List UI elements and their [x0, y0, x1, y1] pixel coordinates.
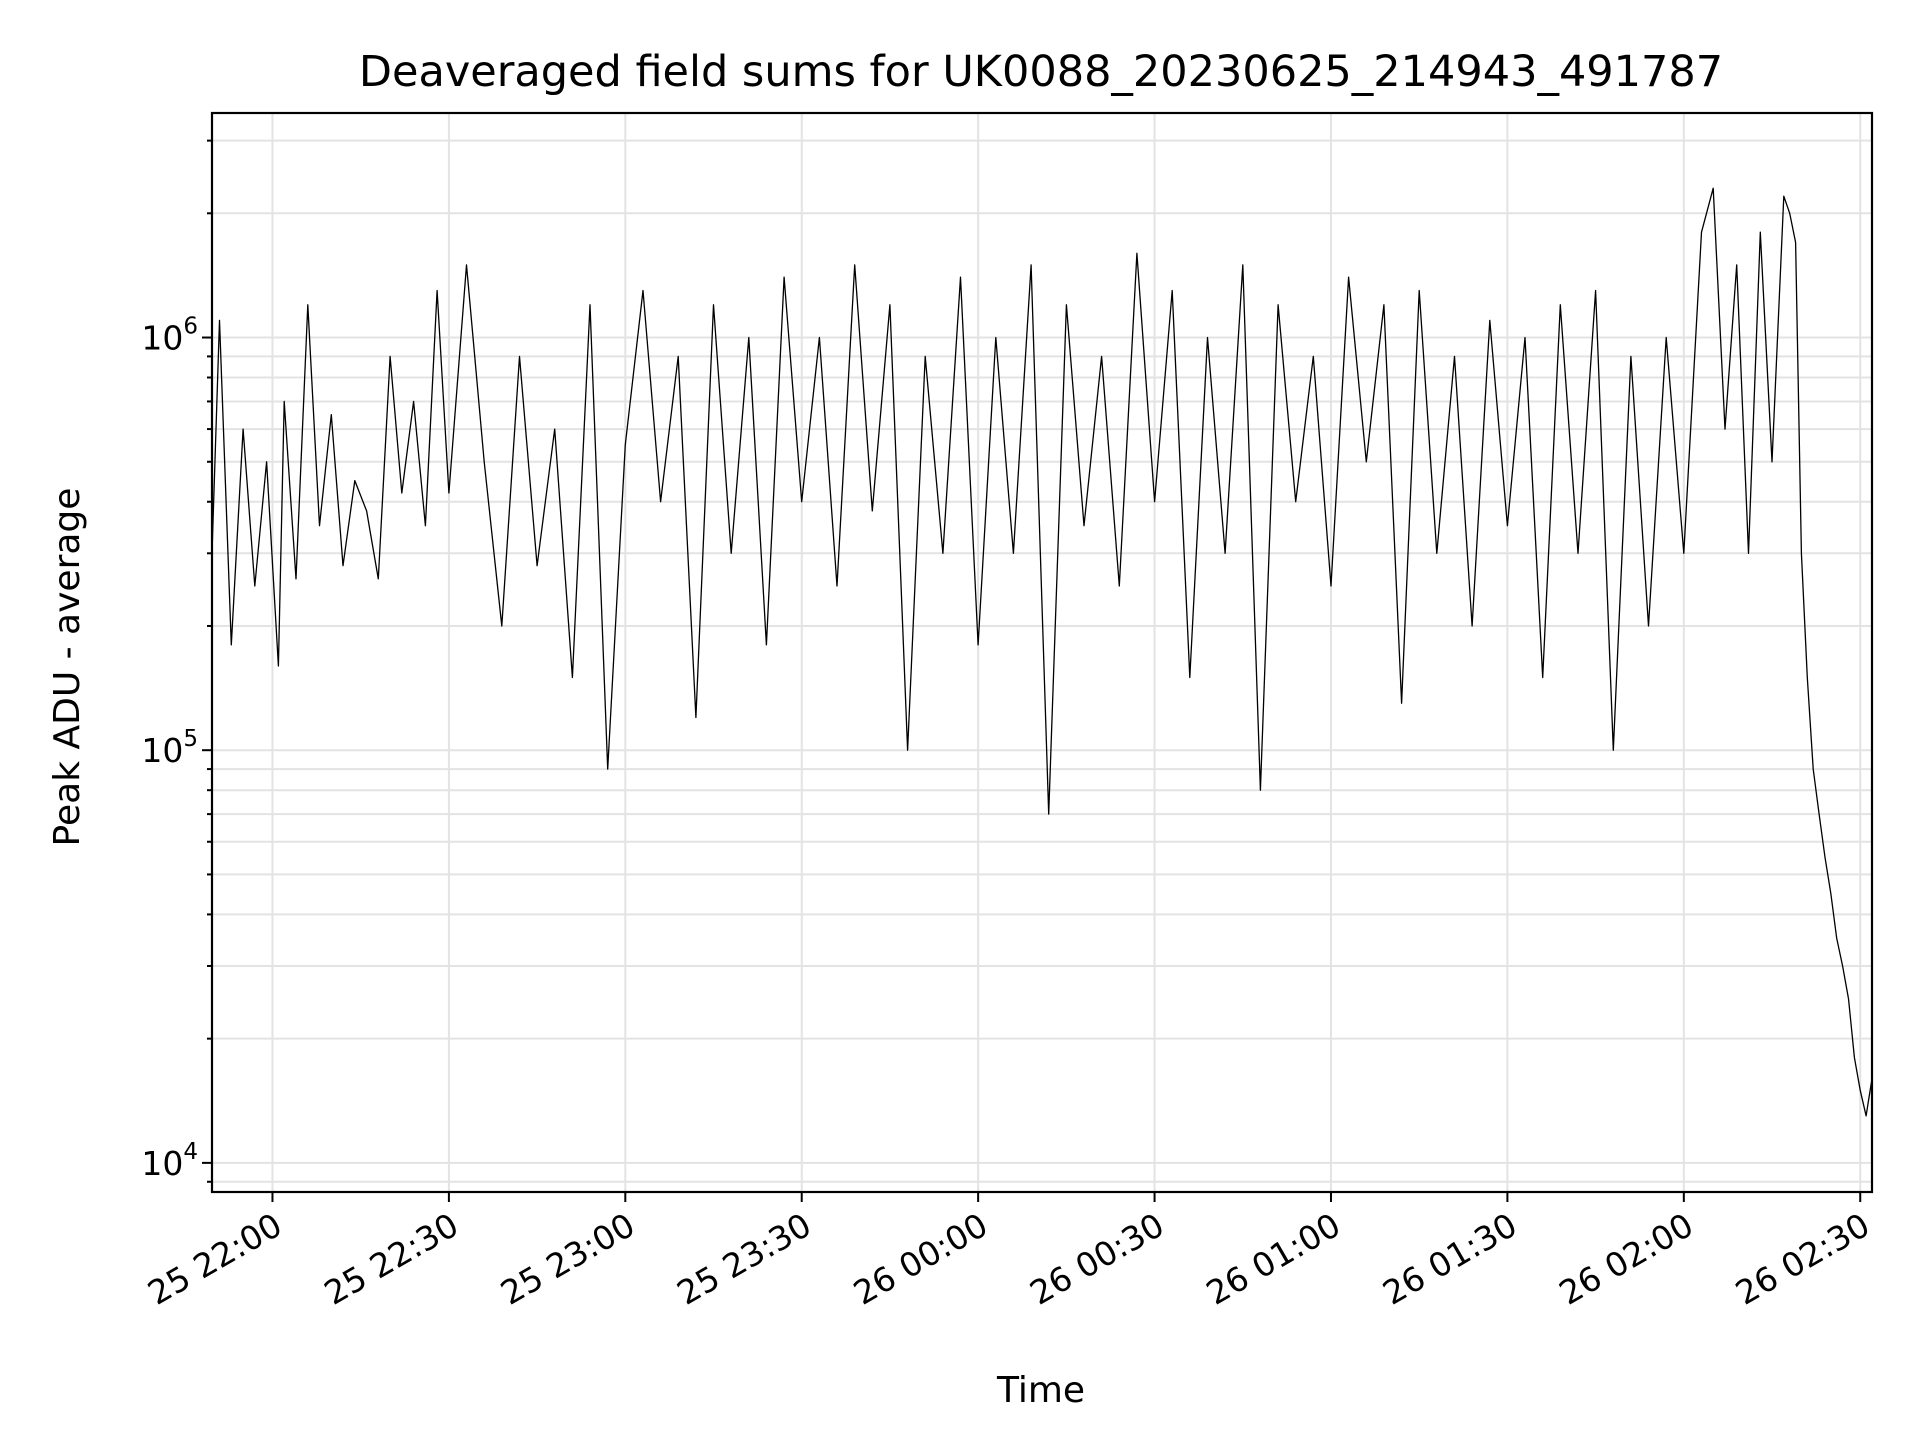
major-gridlines [212, 113, 1872, 1192]
y-tick-label: 106 [141, 314, 198, 358]
x-axis-label: Time [996, 1370, 1085, 1411]
x-tick-label: 26 02:30 [1729, 1205, 1876, 1313]
plot-frame [210, 111, 1874, 1194]
x-tick-label: 26 01:00 [1200, 1205, 1347, 1313]
y-axis: 104 105 106 [141, 139, 212, 1183]
series-line [211, 187, 1873, 1117]
minor-gridlines [212, 139, 1872, 1183]
x-tick-label: 26 00:00 [847, 1205, 994, 1313]
x-tick-label: 25 22:00 [141, 1205, 288, 1313]
x-tick-label: 25 22:30 [318, 1205, 465, 1313]
chart-title: Deaveraged field sums for UK0088_2023062… [359, 47, 1723, 97]
x-tick-label: 25 23:30 [670, 1205, 817, 1313]
y-tick-label: 104 [141, 1139, 198, 1183]
series-group [211, 187, 1873, 1117]
y-axis-label: Peak ADU - average [47, 488, 88, 847]
x-tick-label: 26 02:00 [1553, 1205, 1700, 1313]
x-tick-label: 26 01:30 [1376, 1205, 1523, 1313]
x-axis: 25 22:00 25 22:30 25 23:00 25 23:30 26 00:00… [141, 1192, 1876, 1313]
y-tick-label: 105 [141, 726, 198, 770]
x-tick-label: 26 00:30 [1023, 1205, 1170, 1313]
x-tick-label: 25 23:00 [494, 1205, 641, 1313]
